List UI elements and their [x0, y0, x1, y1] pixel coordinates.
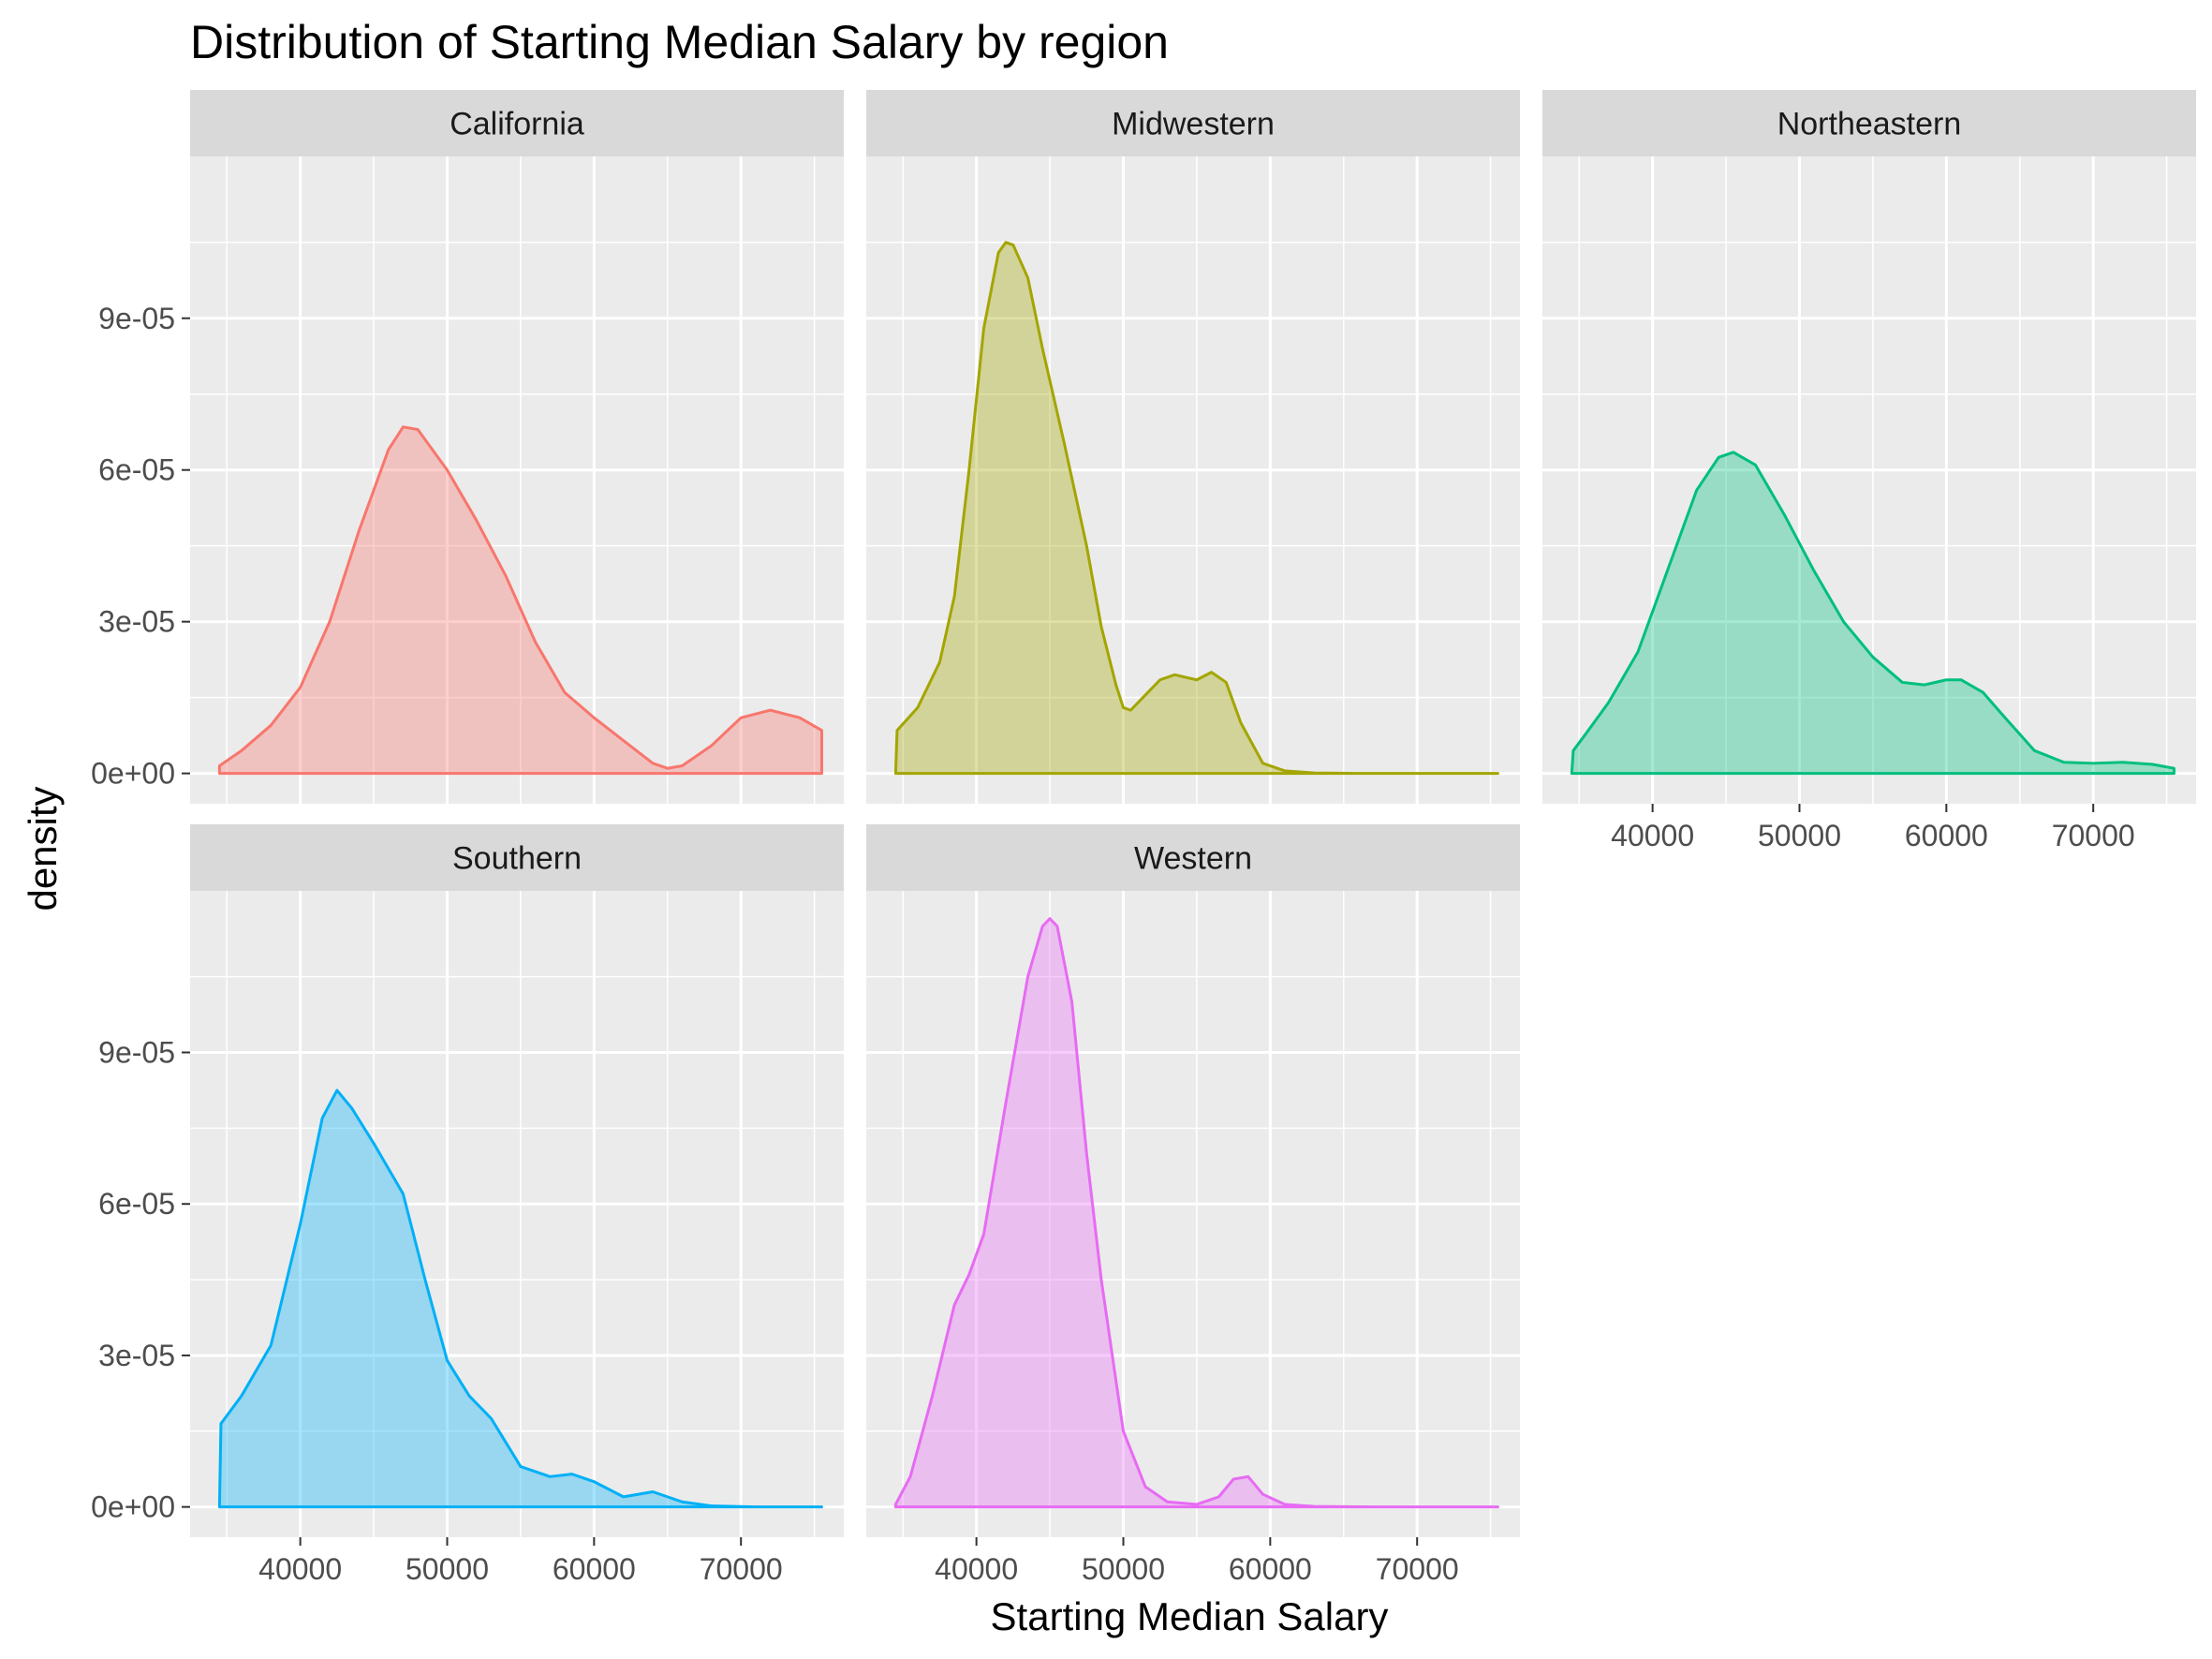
y-tick-label: 3e-05 [98, 605, 175, 639]
facet-western: Western 40000 50000 60000 70000 [866, 824, 1520, 1586]
facet-midwestern: Midwestern [866, 90, 1520, 804]
x-tick-label: 70000 [1376, 1552, 1459, 1586]
facet-strip-western [866, 824, 1520, 891]
density-outline-southern [217, 1089, 823, 1509]
x-tick-label: 70000 [2052, 819, 2135, 852]
y-tick-label: 3e-05 [98, 1339, 175, 1372]
x-tick-label: 60000 [1905, 819, 1988, 852]
density-area-northeastern [1571, 452, 2175, 774]
density-area-california [219, 426, 822, 774]
density-outline-northeastern [1570, 451, 2175, 776]
facet-california: California 0e+00 3e-05 6e-05 9e-05 [91, 90, 844, 804]
x-tick-label: 70000 [700, 1552, 783, 1586]
x-tick-label: 60000 [553, 1552, 636, 1586]
x-tick-label: 40000 [935, 1552, 1018, 1586]
facet-strip-california [190, 90, 844, 156]
x-tick-label: 40000 [258, 1552, 342, 1586]
y-tick-label: 0e+00 [91, 1490, 175, 1524]
facet-strip-southern [190, 824, 844, 891]
facet-strip-label-southern: Southern [452, 841, 582, 877]
facet-strip-midwestern [866, 90, 1520, 156]
facet-panels: California 0e+00 3e-05 6e-05 9e-05 Midwestern… [91, 90, 2196, 1586]
density-outline-western [893, 917, 1499, 1509]
y-tick-label: 9e-05 [98, 302, 175, 335]
density-area-western [895, 918, 1498, 1507]
density-area-midwestern [895, 242, 1498, 774]
x-tick-label: 40000 [1611, 819, 1694, 852]
facet-southern: Southern 0e+00 3e-05 6e-05 9e-05 40000 50000 60… [91, 824, 844, 1586]
x-tick-label: 50000 [406, 1552, 489, 1586]
y-tick-label: 9e-05 [98, 1036, 175, 1070]
x-tick-label: 50000 [1758, 819, 1841, 852]
y-axis-title: density [21, 786, 65, 911]
chart-title: Distribution of Starting Median Salary b… [190, 16, 1169, 68]
density-outline-midwestern [893, 241, 1499, 776]
facet-strip-label-california: California [450, 107, 584, 142]
x-tick-label: 50000 [1082, 1552, 1165, 1586]
x-tick-label: 60000 [1229, 1552, 1312, 1586]
x-axis-title: Starting Median Salary [991, 1594, 1389, 1638]
facet-strip-label-western: Western [1134, 841, 1252, 877]
y-tick-label: 6e-05 [98, 453, 175, 487]
facet-strip-label-midwestern: Midwestern [1112, 107, 1275, 142]
facet-strip-label-northeastern: Northeastern [1777, 107, 1962, 142]
y-tick-label: 6e-05 [98, 1187, 175, 1221]
density-area-southern [219, 1089, 822, 1507]
facet-strip-northeastern [1542, 90, 2196, 156]
y-tick-label: 0e+00 [91, 757, 175, 791]
facet-northeastern: Northeastern 40000 50000 60000 70000 [1542, 90, 2196, 852]
density-outline-california [217, 425, 823, 776]
